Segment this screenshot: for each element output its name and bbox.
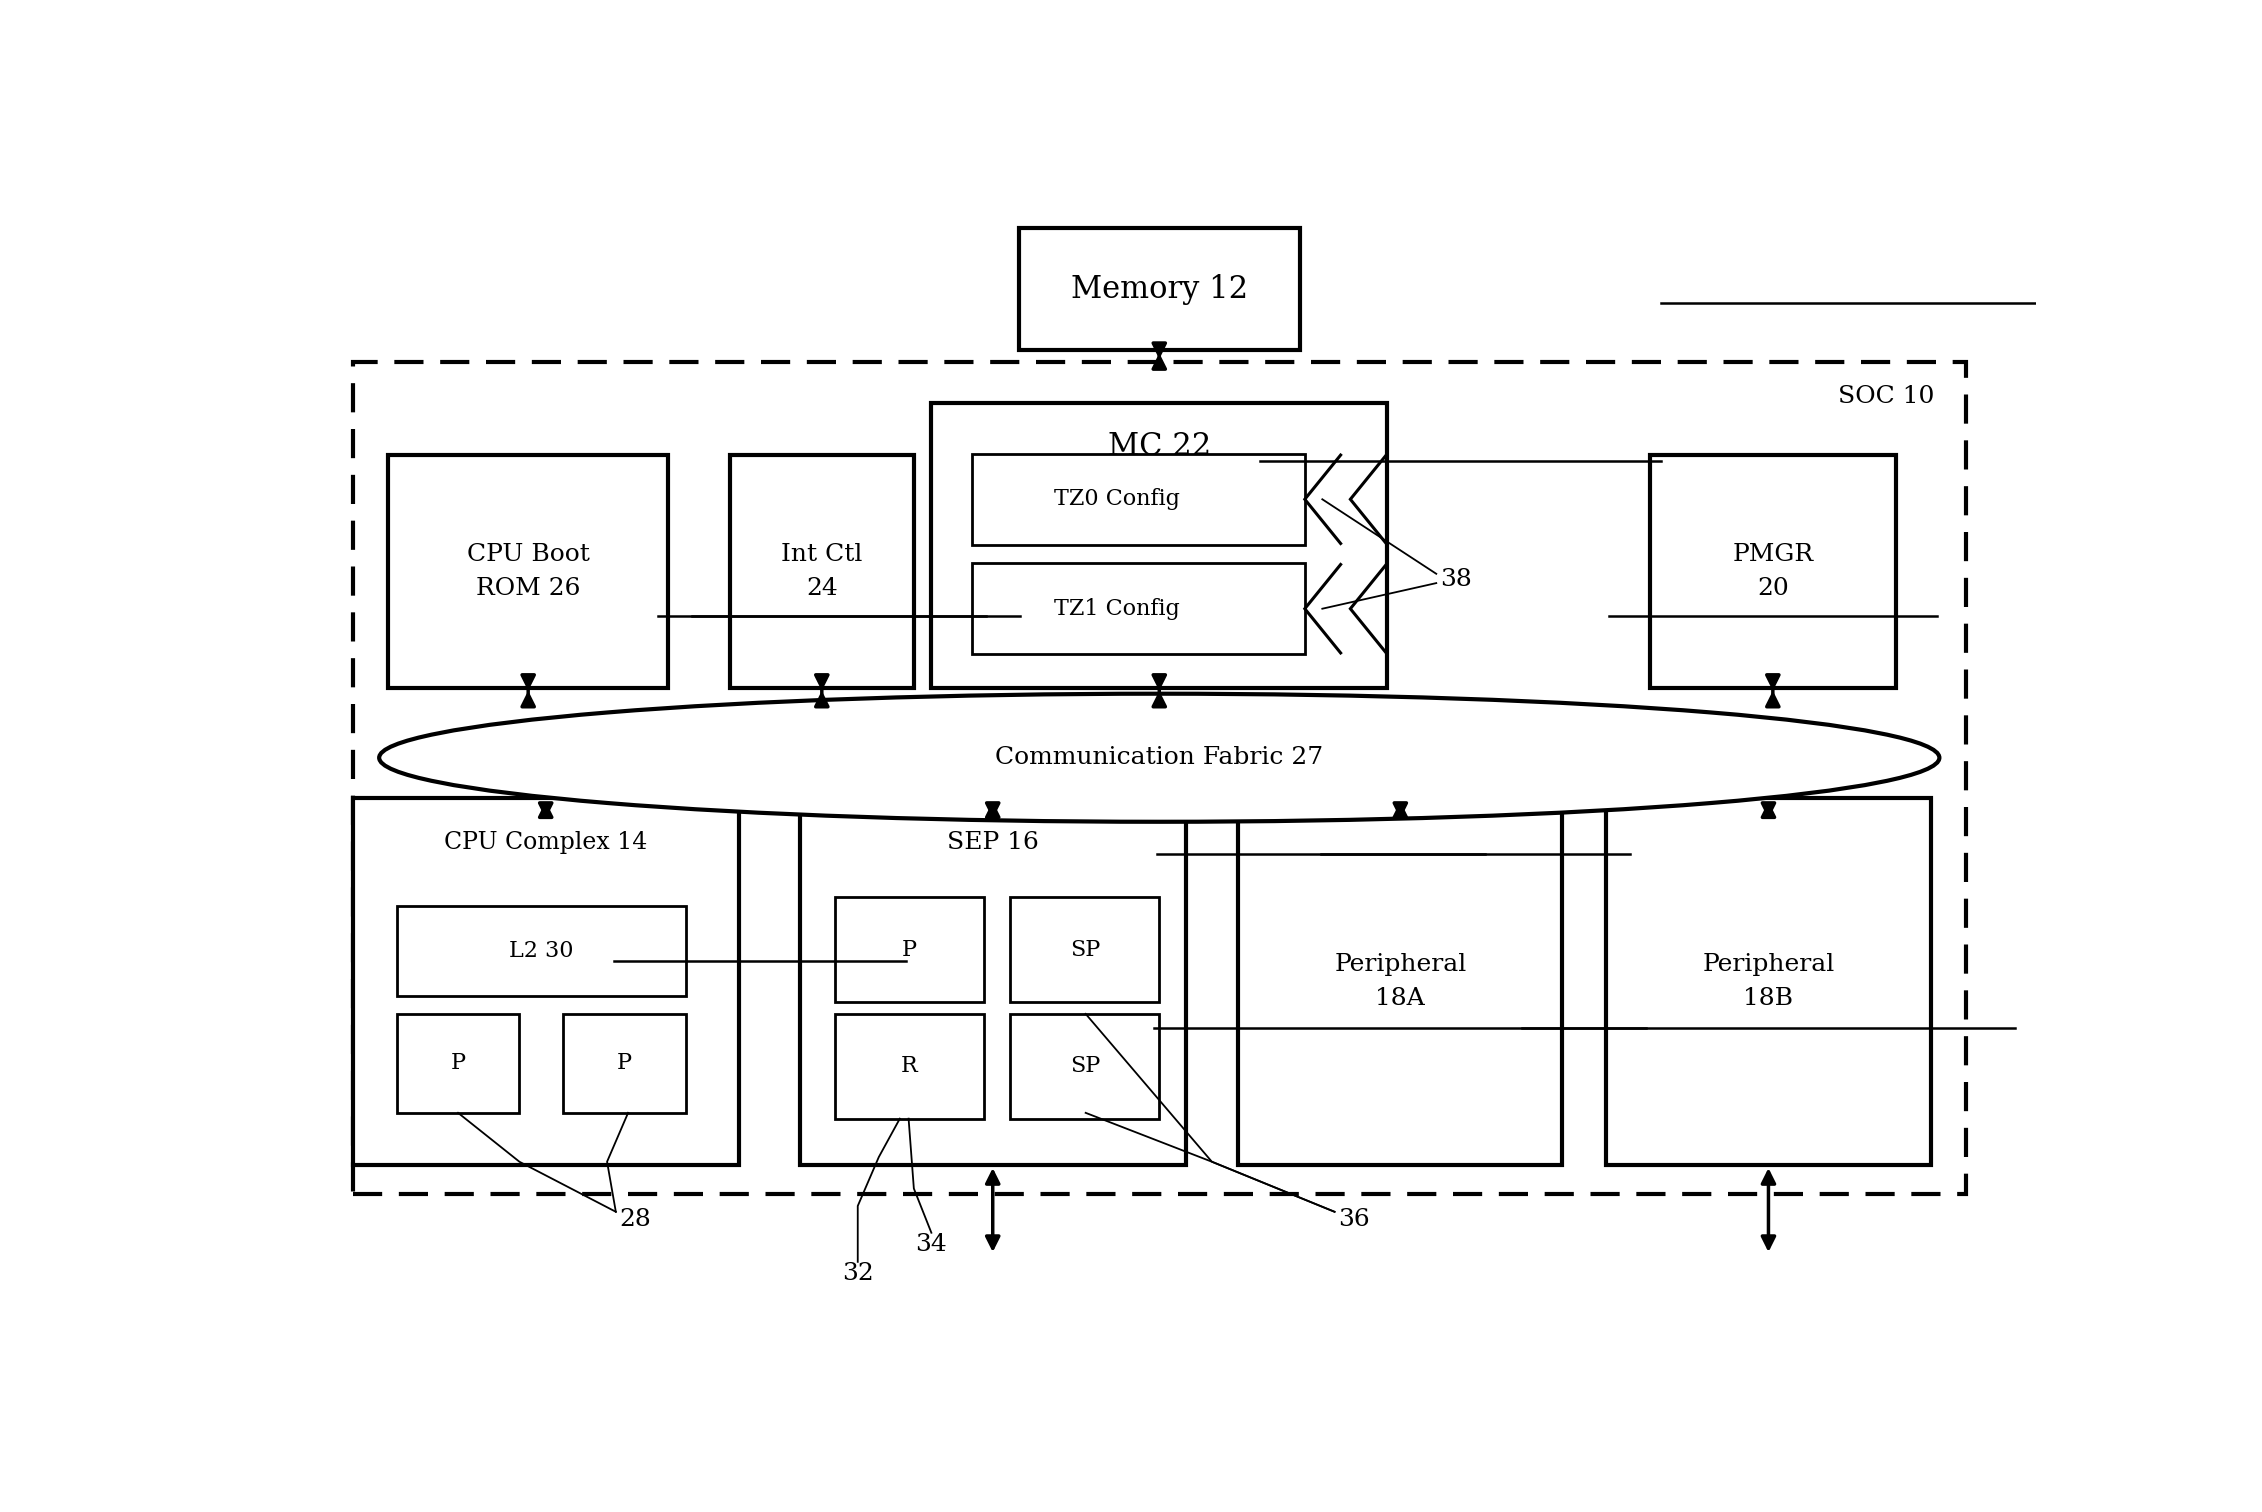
Text: Peripheral
18B: Peripheral 18B (1703, 954, 1834, 1010)
Text: 32: 32 (841, 1263, 873, 1285)
Bar (1606, 798, 1929, 1166)
Bar (835, 1015, 984, 1119)
Text: 28: 28 (620, 1208, 651, 1231)
Text: MC 22: MC 22 (1108, 431, 1210, 463)
Text: TZ1 Config: TZ1 Config (1054, 597, 1181, 620)
Text: SOC 10: SOC 10 (1837, 386, 1934, 408)
Text: SEP 16: SEP 16 (948, 832, 1038, 854)
Text: P: P (450, 1052, 466, 1075)
Text: 38: 38 (1439, 569, 1473, 591)
Text: CPU Complex 14: CPU Complex 14 (443, 832, 647, 854)
Text: Communication Fabric 27: Communication Fabric 27 (995, 747, 1323, 770)
Bar (353, 798, 737, 1166)
Bar (973, 564, 1305, 655)
Text: P: P (903, 939, 916, 960)
Bar (1011, 898, 1158, 1002)
Bar (1237, 798, 1563, 1166)
Bar (1649, 455, 1896, 688)
Bar (563, 1015, 685, 1113)
Bar (801, 798, 1185, 1166)
Bar (731, 455, 914, 688)
Bar (973, 454, 1305, 544)
Text: SP: SP (1070, 939, 1099, 960)
Text: 36: 36 (1339, 1208, 1371, 1231)
Text: Int Ctl
24: Int Ctl 24 (780, 543, 862, 600)
Bar (1011, 1015, 1158, 1119)
Bar (835, 898, 984, 1002)
Bar (396, 906, 685, 996)
Bar (353, 361, 1966, 1194)
Bar (396, 1015, 520, 1113)
Text: Peripheral
18A: Peripheral 18A (1335, 954, 1466, 1010)
Text: L2 30: L2 30 (509, 940, 575, 962)
Ellipse shape (380, 694, 1939, 823)
Text: SP: SP (1070, 1055, 1099, 1077)
Bar (1018, 228, 1298, 351)
Text: TZ0 Config: TZ0 Config (1054, 488, 1181, 510)
Text: Memory 12: Memory 12 (1070, 274, 1249, 304)
Text: P: P (618, 1052, 631, 1075)
Text: R: R (900, 1055, 918, 1077)
Bar (932, 402, 1387, 688)
Text: CPU Boot
ROM 26: CPU Boot ROM 26 (466, 543, 590, 600)
Bar (389, 455, 670, 688)
Text: 34: 34 (916, 1232, 948, 1256)
Text: PMGR
20: PMGR 20 (1733, 543, 1814, 600)
